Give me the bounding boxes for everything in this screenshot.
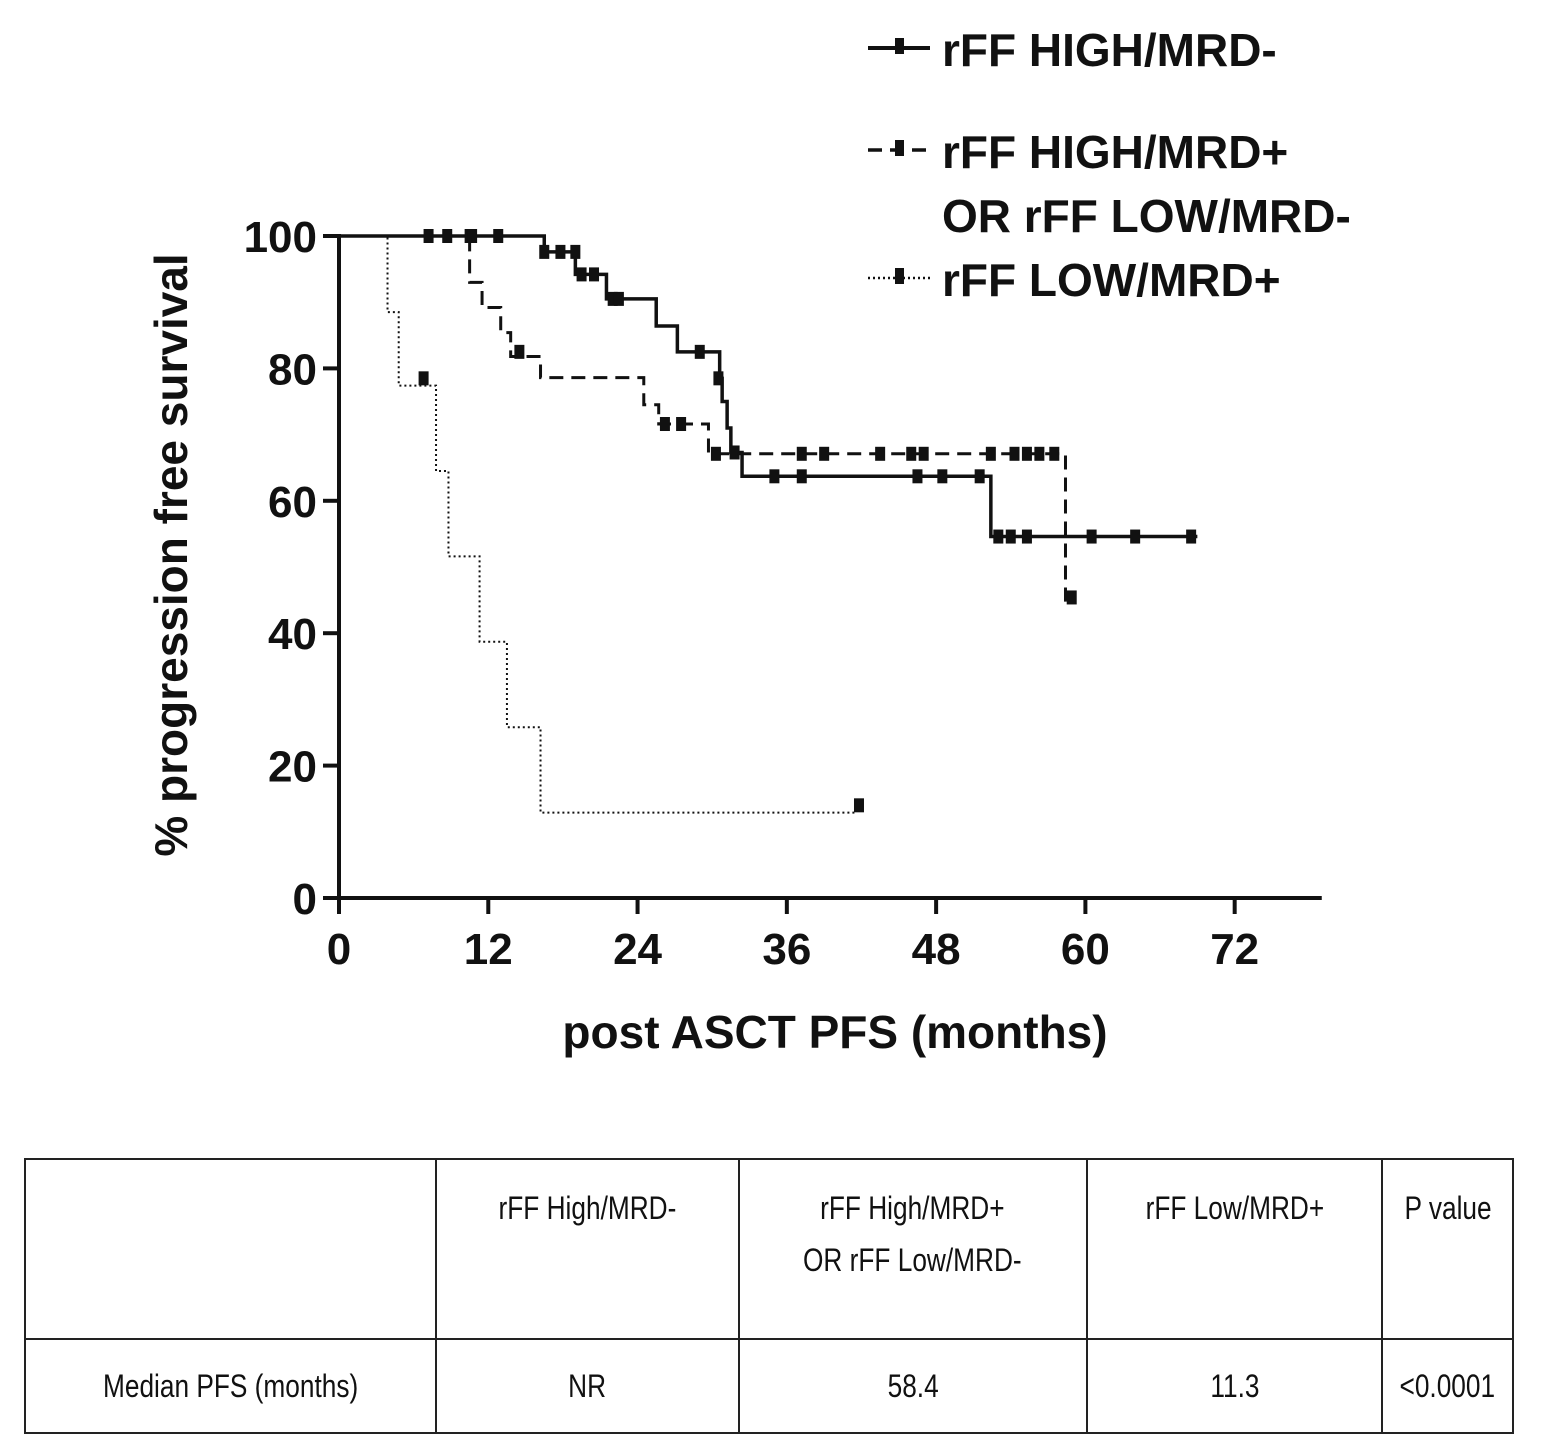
legend-item: rFF HIGH/MRD-	[868, 24, 1277, 76]
censor-mark	[937, 469, 948, 484]
table-cell: 11.3	[1085, 1338, 1384, 1434]
table-row: Median PFS (months) NR 58.4 11.3 <0.0001	[23, 1338, 1514, 1434]
legend-censor-mark	[895, 38, 904, 54]
survival-curve	[339, 234, 1072, 602]
legend-label: OR rFF LOW/MRD-	[942, 190, 1351, 242]
legend: rFF HIGH/MRD-rFF HIGH/MRD+ OR rFF LOW/MRD…	[868, 24, 1351, 306]
x-tick-label: 48	[912, 925, 961, 974]
censor-mark	[710, 446, 721, 461]
table-header-cell	[23, 1158, 438, 1340]
legend-item: rFF LOW/MRD+	[868, 254, 1281, 306]
table-header-cell: rFF High/MRD+ OR rFF Low/MRD-	[737, 1158, 1088, 1340]
censor-mark	[906, 446, 917, 461]
censor-mark	[985, 446, 996, 461]
censor-mark	[589, 267, 600, 282]
censor-mark	[1009, 446, 1020, 461]
median-pfs-table: rFF High/MRD- rFF High/MRD+ OR rFF Low/M…	[23, 1158, 1514, 1434]
table-header-row: rFF High/MRD- rFF High/MRD+ OR rFF Low/M…	[23, 1158, 1514, 1340]
legend-label: rFF HIGH/MRD-	[942, 24, 1277, 76]
x-tick-label: 0	[327, 925, 351, 974]
x-tick-label: 12	[464, 925, 513, 974]
survival-curve	[339, 234, 1198, 539]
censor-mark	[694, 344, 705, 359]
censor-mark	[729, 445, 740, 460]
censor-mark	[1049, 446, 1060, 461]
y-tick-label: 40	[268, 610, 317, 659]
table-cell: <0.0001	[1381, 1338, 1514, 1434]
y-tick-label: 20	[268, 743, 317, 792]
censor-mark	[974, 469, 985, 484]
y-tick-label: 80	[268, 345, 317, 394]
censor-mark	[1021, 446, 1032, 461]
x-tick-label: 72	[1210, 925, 1259, 974]
censor-mark	[514, 344, 525, 359]
censor-mark	[912, 469, 923, 484]
legend-item: rFF HIGH/MRD+ OR rFF LOW/MRD-	[868, 126, 1351, 242]
censor-mark	[607, 291, 618, 306]
censor-mark	[1066, 590, 1077, 605]
y-axis-label: % progression free survival	[145, 253, 197, 856]
x-tick-label: 36	[762, 925, 811, 974]
series-layer	[339, 229, 1198, 814]
censor-mark	[442, 229, 453, 243]
censor-mark	[918, 446, 929, 461]
series-3	[339, 235, 864, 814]
censor-mark	[613, 291, 624, 306]
y-tick-label: 0	[293, 875, 317, 924]
censor-mark	[493, 229, 504, 243]
censor-mark	[875, 446, 886, 461]
series-1	[339, 229, 1198, 544]
censor-mark	[1021, 529, 1032, 544]
series-2	[339, 234, 1077, 605]
censor-mark	[796, 469, 807, 484]
table-cell: 58.4	[737, 1338, 1088, 1434]
censor-mark	[467, 229, 478, 243]
censor-mark	[1005, 529, 1016, 544]
y-tick-label: 100	[244, 213, 317, 262]
censor-mark	[576, 267, 587, 282]
table-header-cell: rFF High/MRD-	[435, 1158, 740, 1340]
censor-mark	[1186, 529, 1197, 544]
table-cell: Median PFS (months)	[23, 1338, 438, 1434]
censor-mark	[1034, 446, 1045, 461]
censor-mark	[418, 371, 429, 386]
censor-mark	[796, 446, 807, 461]
table-cell: NR	[435, 1338, 740, 1434]
censor-mark	[570, 244, 581, 259]
axes: 0 12 24 36 48 60 72 0 20 40 60 80 100	[244, 213, 1322, 974]
legend-censor-mark	[895, 268, 904, 284]
survival-curve	[339, 235, 856, 814]
table-header-cell: rFF Low/MRD+	[1085, 1158, 1384, 1340]
censor-mark	[819, 446, 830, 461]
censor-mark	[555, 244, 566, 259]
x-axis-label: post ASCT PFS (months)	[562, 1006, 1107, 1058]
censor-mark	[659, 417, 670, 432]
y-tick-label: 60	[268, 478, 317, 527]
x-tick-label: 24	[613, 925, 662, 974]
censor-mark	[993, 529, 1004, 544]
table-header-cell: P value	[1381, 1158, 1514, 1340]
censor-mark	[1086, 529, 1097, 544]
km-chart: 0 12 24 36 48 60 72 0 20 40 60 80 100 rFF HIGH/MRD-r…	[145, 24, 1351, 1058]
censor-mark	[853, 798, 864, 813]
legend-label: rFF HIGH/MRD+	[942, 126, 1288, 178]
censor-mark	[769, 469, 780, 484]
x-tick-label: 60	[1061, 925, 1110, 974]
censor-mark	[713, 371, 724, 386]
legend-label: rFF LOW/MRD+	[942, 254, 1281, 306]
legend-censor-mark	[895, 140, 904, 156]
censor-mark	[676, 417, 687, 432]
censor-mark	[1130, 529, 1141, 544]
censor-mark	[539, 244, 550, 259]
